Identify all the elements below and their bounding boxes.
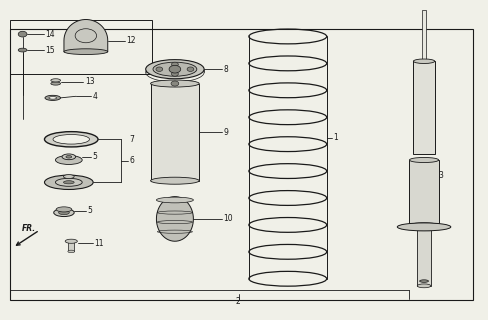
Text: 4: 4	[92, 92, 97, 101]
Circle shape	[169, 65, 181, 73]
Circle shape	[171, 72, 178, 76]
Ellipse shape	[64, 49, 108, 54]
Circle shape	[171, 81, 179, 86]
Ellipse shape	[65, 239, 77, 243]
Bar	[417, 230, 431, 286]
Polygon shape	[64, 20, 108, 52]
Ellipse shape	[53, 134, 89, 144]
Bar	[10, 20, 152, 74]
Text: 12: 12	[126, 36, 136, 45]
Text: 13: 13	[85, 77, 95, 86]
Ellipse shape	[54, 209, 74, 217]
Ellipse shape	[409, 157, 439, 163]
Ellipse shape	[151, 177, 199, 184]
Ellipse shape	[62, 154, 76, 160]
Text: 6: 6	[130, 156, 135, 165]
Bar	[422, 10, 427, 61]
Ellipse shape	[413, 59, 435, 63]
Circle shape	[156, 67, 163, 71]
Text: 11: 11	[95, 239, 104, 248]
Ellipse shape	[66, 156, 72, 158]
Polygon shape	[157, 197, 193, 241]
Bar	[409, 160, 439, 225]
Bar	[151, 84, 199, 181]
Ellipse shape	[45, 95, 61, 100]
Ellipse shape	[56, 207, 72, 212]
Ellipse shape	[59, 211, 69, 215]
Text: 9: 9	[224, 128, 228, 137]
Ellipse shape	[56, 178, 82, 186]
Text: 1: 1	[333, 133, 338, 142]
Text: FR.: FR.	[21, 224, 36, 233]
Circle shape	[187, 67, 194, 71]
Text: 7: 7	[130, 135, 135, 144]
Ellipse shape	[146, 60, 204, 79]
Ellipse shape	[56, 156, 82, 164]
Ellipse shape	[18, 48, 27, 52]
Ellipse shape	[49, 97, 57, 99]
Text: 5: 5	[92, 152, 97, 161]
Text: 8: 8	[224, 65, 228, 74]
Circle shape	[171, 62, 178, 67]
Ellipse shape	[51, 82, 61, 85]
Ellipse shape	[44, 132, 98, 147]
Text: 10: 10	[224, 214, 233, 223]
Ellipse shape	[153, 62, 197, 76]
Ellipse shape	[151, 80, 199, 87]
Ellipse shape	[409, 223, 439, 228]
Text: 3: 3	[439, 172, 444, 180]
Text: 14: 14	[45, 30, 55, 39]
Ellipse shape	[68, 250, 75, 253]
Text: 5: 5	[87, 206, 92, 215]
Ellipse shape	[420, 280, 428, 282]
Ellipse shape	[44, 175, 93, 189]
Text: 2: 2	[235, 297, 240, 306]
Circle shape	[18, 31, 27, 37]
Ellipse shape	[397, 223, 451, 231]
Bar	[10, 29, 473, 300]
Ellipse shape	[417, 284, 431, 288]
Ellipse shape	[63, 175, 74, 179]
Ellipse shape	[63, 181, 74, 184]
Ellipse shape	[157, 197, 193, 203]
Ellipse shape	[51, 79, 61, 82]
Bar	[413, 61, 435, 154]
Bar	[68, 242, 74, 251]
Text: 15: 15	[45, 45, 55, 55]
